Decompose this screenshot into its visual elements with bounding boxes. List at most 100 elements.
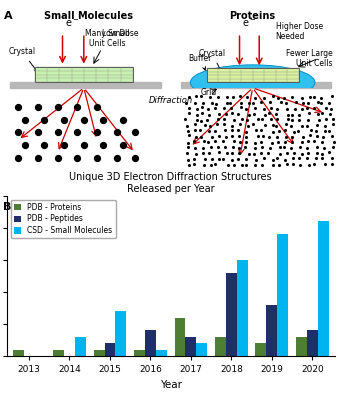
Point bbox=[253, 105, 258, 112]
Point bbox=[285, 111, 290, 118]
Point bbox=[187, 132, 192, 139]
Point bbox=[206, 111, 212, 118]
Point bbox=[327, 149, 332, 156]
Point bbox=[193, 127, 198, 133]
Point bbox=[267, 110, 272, 116]
Point bbox=[75, 104, 80, 110]
Bar bbox=[94, 350, 104, 356]
Point bbox=[296, 117, 301, 123]
Point bbox=[205, 106, 211, 112]
Point bbox=[260, 133, 265, 139]
Point bbox=[16, 104, 21, 110]
Text: Higher Dose
Needed: Higher Dose Needed bbox=[275, 22, 323, 41]
Point bbox=[214, 100, 219, 107]
Point bbox=[313, 128, 319, 134]
Point bbox=[305, 123, 310, 129]
Point bbox=[300, 134, 306, 140]
Point bbox=[311, 161, 317, 168]
Point bbox=[207, 128, 212, 134]
Point bbox=[223, 110, 228, 117]
Point bbox=[283, 139, 288, 145]
Bar bbox=[266, 305, 277, 356]
Point bbox=[282, 94, 287, 101]
Bar bbox=[174, 318, 186, 356]
Point bbox=[282, 144, 287, 150]
Point bbox=[35, 104, 41, 110]
Point bbox=[207, 94, 213, 100]
Point bbox=[200, 99, 206, 106]
Point bbox=[311, 138, 317, 144]
Point bbox=[200, 110, 205, 117]
Point bbox=[289, 112, 294, 118]
Point bbox=[243, 134, 248, 140]
Point bbox=[322, 128, 328, 134]
Point bbox=[221, 105, 226, 111]
Point bbox=[35, 154, 41, 161]
Point bbox=[314, 144, 320, 150]
Point bbox=[261, 95, 266, 101]
Text: e$^-$: e$^-$ bbox=[65, 18, 79, 29]
Point bbox=[192, 138, 197, 144]
Point bbox=[289, 123, 294, 129]
Point bbox=[250, 121, 256, 127]
Point bbox=[223, 133, 229, 140]
Point bbox=[321, 145, 327, 152]
Point bbox=[221, 121, 226, 128]
Point bbox=[284, 100, 289, 106]
Point bbox=[235, 156, 241, 162]
Point bbox=[304, 105, 309, 112]
Point bbox=[306, 110, 312, 116]
Point bbox=[267, 99, 273, 106]
Bar bbox=[75, 337, 86, 356]
Point bbox=[186, 105, 191, 111]
Bar bbox=[53, 350, 64, 356]
Point bbox=[319, 110, 325, 116]
Point bbox=[293, 99, 298, 105]
Point bbox=[252, 145, 258, 151]
Point bbox=[16, 129, 21, 136]
Point bbox=[232, 117, 237, 123]
Point bbox=[201, 162, 207, 168]
Point bbox=[274, 106, 279, 112]
Point bbox=[244, 94, 250, 100]
Point bbox=[300, 150, 305, 157]
Point bbox=[213, 160, 218, 167]
Point bbox=[230, 133, 235, 139]
Point bbox=[192, 121, 197, 128]
Point bbox=[299, 139, 304, 145]
Point bbox=[273, 110, 279, 117]
Point bbox=[209, 156, 215, 162]
Point bbox=[239, 116, 245, 122]
Point bbox=[315, 99, 320, 106]
Point bbox=[323, 116, 329, 122]
Title: Unique 3D Electron Diffraction Structures
Released per Year: Unique 3D Electron Diffraction Structure… bbox=[69, 172, 272, 194]
Point bbox=[330, 155, 335, 162]
Point bbox=[267, 145, 273, 151]
Point bbox=[237, 139, 243, 146]
Point bbox=[300, 100, 305, 106]
Point bbox=[270, 128, 275, 135]
Point bbox=[292, 150, 297, 157]
Point bbox=[236, 150, 242, 156]
Point bbox=[251, 110, 257, 117]
Point bbox=[299, 122, 305, 129]
Point bbox=[217, 149, 222, 156]
Point bbox=[315, 111, 321, 117]
Point bbox=[222, 116, 227, 122]
Point bbox=[331, 138, 336, 145]
Point bbox=[225, 162, 230, 168]
Point bbox=[252, 95, 258, 101]
Point bbox=[238, 121, 243, 128]
Text: Small Molecules: Small Molecules bbox=[44, 10, 133, 20]
Point bbox=[330, 121, 335, 128]
Point bbox=[290, 139, 295, 145]
Point bbox=[194, 117, 199, 124]
Point bbox=[206, 138, 211, 145]
Point bbox=[245, 123, 250, 129]
Point bbox=[243, 162, 248, 168]
Point bbox=[259, 116, 265, 122]
Bar bbox=[207, 68, 298, 82]
Point bbox=[323, 105, 329, 111]
Point bbox=[194, 106, 200, 112]
Point bbox=[321, 133, 326, 140]
